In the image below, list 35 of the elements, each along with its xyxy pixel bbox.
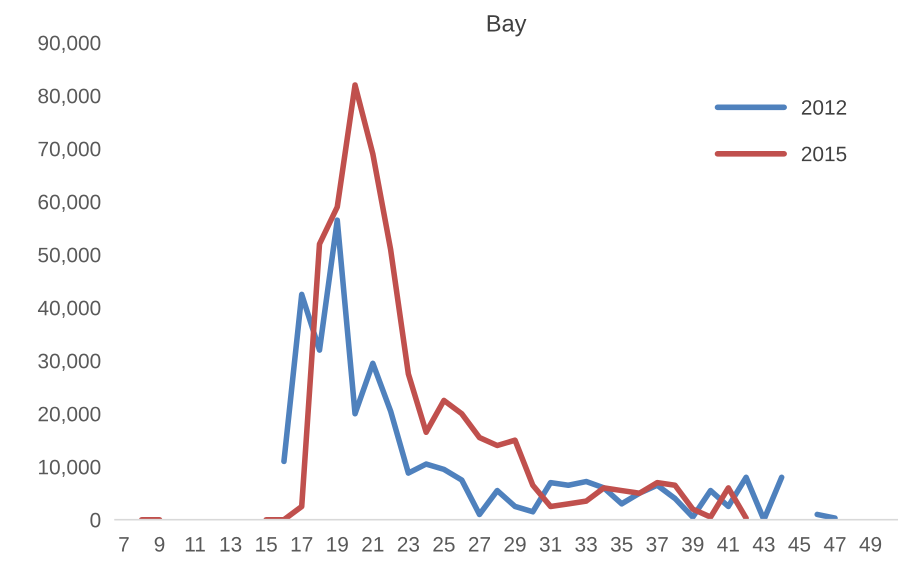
x-tick-label: 39 <box>682 536 704 552</box>
x-tick-label: 49 <box>859 536 882 552</box>
legend-label: 2015 <box>802 146 846 162</box>
y-tick-label: 30,000 <box>38 354 100 371</box>
x-tick-label: 15 <box>256 537 277 552</box>
y-tick-label: 50,000 <box>38 248 100 265</box>
x-tick-label: 31 <box>540 536 562 552</box>
chart-title: Bay <box>488 15 526 36</box>
y-tick-label: 60,000 <box>38 194 100 212</box>
y-tick-label: 40,000 <box>38 300 100 318</box>
x-tick-label: 7 <box>119 537 129 552</box>
x-tick-label: 19 <box>327 536 348 552</box>
x-tick-label: 43 <box>752 536 775 552</box>
x-tick-label: 13 <box>220 536 242 552</box>
y-tick-label: 20,000 <box>38 406 100 424</box>
x-tick-label: 29 <box>504 536 526 552</box>
x-tick-label: 23 <box>398 536 420 552</box>
x-tick-label: 21 <box>362 536 384 552</box>
y-tick-label: 10,000 <box>39 460 100 477</box>
x-tick-label: 37 <box>646 536 668 552</box>
x-tick-label: 47 <box>824 537 846 552</box>
x-tick-label: 17 <box>292 537 312 552</box>
x-tick-label: 11 <box>186 537 205 552</box>
x-tick-label: 27 <box>468 536 490 552</box>
x-tick-label: 9 <box>154 536 164 552</box>
y-tick-label: 80,000 <box>38 88 100 106</box>
y-tick-label: 70,000 <box>38 142 100 159</box>
x-tick-label: 45 <box>788 537 810 552</box>
x-tick-label: 33 <box>575 536 597 552</box>
x-tick-label: 25 <box>433 536 455 552</box>
x-tick-label: 35 <box>610 536 632 552</box>
y-tick-label: 0 <box>90 512 100 528</box>
y-tick-label: 90,000 <box>38 36 100 53</box>
x-tick-label: 41 <box>717 537 739 552</box>
legend-label: 2012 <box>802 100 846 115</box>
